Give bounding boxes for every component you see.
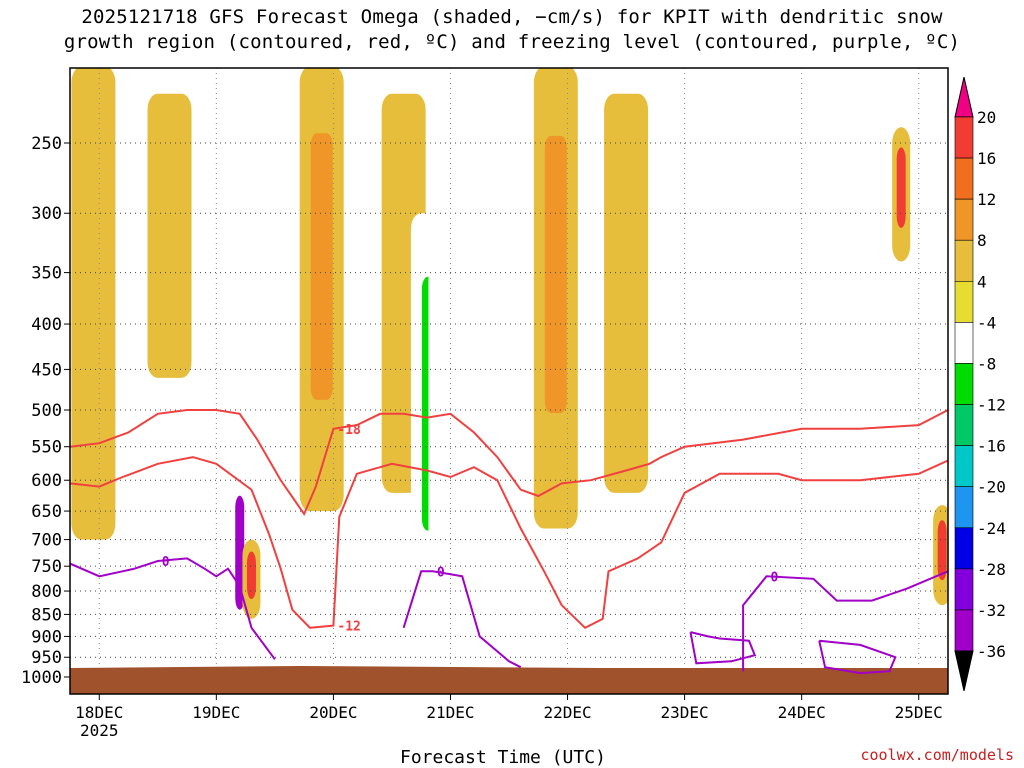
contour-5 xyxy=(689,631,757,665)
y-tick-label-750: 750 xyxy=(31,557,62,577)
contour-4 xyxy=(742,570,948,672)
contour-label-1: -12 xyxy=(337,620,360,635)
colorbar-bottom-arrow xyxy=(954,650,974,692)
chart-subtitle: growth region (contoured, red, ºC) and f… xyxy=(63,31,961,53)
colorbar-label-10: -24 xyxy=(977,519,1006,538)
contour-1 xyxy=(70,456,948,630)
contour-3 xyxy=(402,570,522,669)
omega-core-2 xyxy=(205,154,228,507)
y-tick-label-550: 550 xyxy=(31,438,62,458)
x-tick-label-5: 23DEC xyxy=(661,703,709,722)
colorbar-label-6: -8 xyxy=(977,354,996,373)
omega-core-4 xyxy=(246,551,256,600)
colorbar-bin-5 xyxy=(954,322,974,364)
contour-6 xyxy=(818,639,897,675)
colorbar-label-2: 12 xyxy=(977,190,996,209)
y-tick-label-350: 350 xyxy=(31,264,62,284)
x-tick-label-2: 20DEC xyxy=(309,703,357,722)
x-tick-label-3: 21DEC xyxy=(426,703,474,722)
colorbar-label-8: -16 xyxy=(977,437,1006,456)
y-tick-label-950: 950 xyxy=(31,648,62,668)
contour-label-2: 0 xyxy=(162,555,170,570)
y-tick-label-800: 800 xyxy=(31,582,62,602)
x-tick-label-0: 18DEC xyxy=(75,703,123,722)
x-tick-label-6: 24DEC xyxy=(778,703,826,722)
colorbar-label-12: -32 xyxy=(977,601,1006,620)
colorbar-label-11: -28 xyxy=(977,560,1006,579)
colorbar-bin-12 xyxy=(954,609,974,652)
colorbar-top-arrow xyxy=(954,76,974,118)
colorbar-bin-4 xyxy=(954,281,974,323)
y-tick-label-850: 850 xyxy=(31,605,62,625)
colorbar-label-13: -36 xyxy=(977,642,1006,661)
credit-text: coolwx.com/models xyxy=(860,746,1014,764)
x-tick-label-4: 22DEC xyxy=(543,703,591,722)
omega-core-13 xyxy=(937,520,947,581)
omega-core-5 xyxy=(310,133,333,400)
omega-core-9 xyxy=(544,135,567,413)
x-axis-label: Forecast Time (UTC) xyxy=(400,747,606,768)
colorbar-bin-10 xyxy=(954,527,974,570)
y-tick-label-300: 300 xyxy=(31,204,62,224)
omega-shade-0 xyxy=(71,68,116,540)
y-tick-label-400: 400 xyxy=(31,315,62,335)
omega-core-12 xyxy=(896,147,906,228)
chart-title: 2025121718 GFS Forecast Omega (shaded, −… xyxy=(81,6,943,28)
colorbar-label-1: 16 xyxy=(977,149,996,168)
contour-label-0: -18 xyxy=(337,423,361,438)
contour-label-3: 0 xyxy=(437,565,445,580)
y-tick-label-500: 500 xyxy=(31,401,62,421)
colorbar-bin-1 xyxy=(954,157,974,200)
y-tick-label-250: 250 xyxy=(31,134,62,154)
colorbar-bin-8 xyxy=(954,445,974,487)
plot-frame xyxy=(69,67,949,695)
y-tick-label-450: 450 xyxy=(31,360,62,380)
omega-shade-10 xyxy=(604,93,649,493)
terrain xyxy=(70,666,948,694)
contour-0 xyxy=(70,409,948,517)
colorbar-label-3: 8 xyxy=(977,231,987,250)
colorbar-bin-7 xyxy=(954,404,974,446)
omega-shade-1 xyxy=(147,93,192,378)
colorbar-label-5: -4 xyxy=(977,313,996,332)
y-tick-label-1000: 1000 xyxy=(21,668,62,688)
omega-core-11 xyxy=(679,152,702,494)
colorbar-bin-11 xyxy=(954,568,974,611)
x-tick-label-1: 19DEC xyxy=(192,703,240,722)
colorbar-bin-3 xyxy=(954,239,974,282)
contour-label-4: 0 xyxy=(771,570,779,585)
colorbar-label-7: -12 xyxy=(977,396,1006,415)
y-tick-label-700: 700 xyxy=(31,531,62,551)
colorbar-bin-2 xyxy=(954,198,974,241)
colorbar-bin-9 xyxy=(954,486,974,529)
x-tick-label-7: 25DEC xyxy=(895,703,943,722)
contour-2 xyxy=(70,557,276,660)
x-tick-sublabel-0: 2025 xyxy=(80,721,119,740)
colorbar-label-4: 4 xyxy=(977,272,987,291)
colorbar-bin-0 xyxy=(954,116,974,159)
colorbar-bin-6 xyxy=(954,363,974,405)
y-tick-label-600: 600 xyxy=(31,471,62,491)
y-tick-label-650: 650 xyxy=(31,502,62,522)
y-tick-label-900: 900 xyxy=(31,627,62,647)
colorbar-label-9: -20 xyxy=(977,478,1006,497)
colorbar-label-0: 20 xyxy=(977,108,996,127)
